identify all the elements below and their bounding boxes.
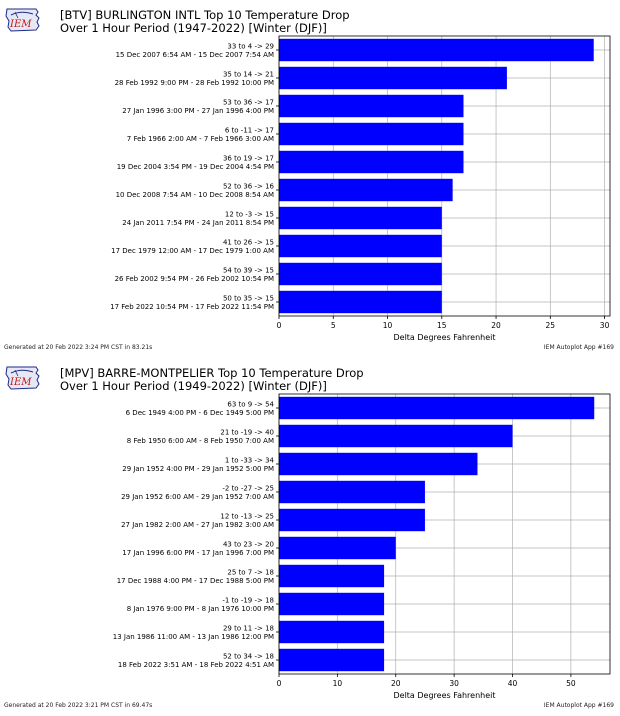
data-bar	[279, 424, 513, 448]
bar-label-period: 8 Jan 1976 9:00 PM - 8 Jan 1976 10:00 PM	[127, 605, 274, 613]
bar-label-values: -2 to -27 -> 25	[222, 485, 274, 493]
bar-label-values: 43 to 23 -> 20	[223, 541, 274, 549]
logo-text: IEM	[9, 19, 32, 30]
bar-label-period: 17 Feb 2022 10:54 PM - 17 Feb 2022 11:54…	[110, 303, 274, 311]
bar-label-period: 17 Dec 1988 4:00 PM - 17 Dec 1988 5:00 P…	[117, 577, 274, 585]
data-bar	[279, 290, 442, 314]
footer-app: IEM Autoplot App #169	[543, 344, 614, 351]
footer-app: IEM Autoplot App #169	[543, 702, 614, 709]
bar-label-values: 36 to 19 -> 17	[223, 155, 274, 163]
bar-label-values: -1 to -19 -> 18	[222, 597, 274, 605]
bar-label-values: 41 to 26 -> 15	[223, 239, 274, 247]
bar-label-period: 24 Jan 2011 7:54 PM - 24 Jan 2011 8:54 P…	[122, 219, 274, 227]
x-tick-label: 0	[277, 321, 282, 330]
data-bar	[279, 648, 385, 672]
bar-label-values: 63 to 9 -> 54	[227, 401, 274, 409]
x-tick-label: 0	[277, 679, 282, 688]
bar-label-values: 53 to 36 -> 17	[223, 99, 274, 107]
bar-label-values: 54 to 39 -> 15	[223, 267, 274, 275]
bar-label-period: 15 Dec 2007 6:54 AM - 15 Dec 2007 7:54 A…	[116, 51, 274, 59]
bar-label-period: 29 Jan 1952 4:00 PM - 29 Jan 1952 5:00 P…	[122, 465, 274, 473]
data-bar	[279, 620, 385, 644]
bar-label-values: 6 to -11 -> 17	[225, 127, 274, 135]
bar-label-period: 17 Jan 1996 6:00 PM - 17 Jan 1996 7:00 P…	[122, 549, 274, 557]
iem-logo-graphic: IEM	[5, 366, 40, 390]
data-bar	[279, 234, 442, 258]
bar-label-period: 26 Feb 2002 9:54 PM - 26 Feb 2002 10:54 …	[115, 275, 274, 283]
bar-label-period: 29 Jan 1952 6:00 AM - 29 Jan 1952 7:00 A…	[121, 493, 274, 501]
chart-title: [BTV] BURLINGTON INTL Top 10 Temperature…	[60, 9, 350, 35]
plot-frame	[278, 35, 611, 317]
chart-subtitle-line: Over 1 Hour Period (1947-2022) [Winter (…	[60, 21, 327, 35]
data-bar	[279, 452, 478, 476]
data-bar	[279, 94, 464, 118]
bar-label-period: 27 Jan 1996 3:00 PM - 27 Jan 1996 4:00 P…	[122, 107, 274, 115]
logo-text: IEM	[9, 377, 32, 388]
data-bar	[279, 122, 464, 146]
x-tick-label: 15	[437, 321, 447, 330]
plot-frame	[278, 393, 611, 675]
bar-label-values: 21 to -19 -> 40	[220, 429, 274, 437]
bar-label-values: 52 to 34 -> 18	[223, 653, 274, 661]
bar-label-period: 13 Jan 1986 11:00 AM - 13 Jan 1986 12:00…	[113, 633, 274, 641]
x-axis-label: Delta Degrees Fahrenheit	[393, 691, 495, 700]
data-bar	[279, 38, 594, 62]
bar-label-period: 17 Dec 1979 12:00 AM - 17 Dec 1979 1:00 …	[111, 247, 274, 255]
data-bar	[279, 536, 396, 560]
iem-logo: IEM	[3, 6, 43, 36]
data-bar	[279, 150, 464, 174]
iem-logo: IEM	[3, 364, 43, 394]
bar-label-period: 7 Feb 1966 2:00 AM - 7 Feb 1966 3:00 AM	[127, 135, 274, 143]
data-bar	[279, 206, 442, 230]
x-tick-label: 20	[491, 321, 501, 330]
chart-title-line: [MPV] BARRE-MONTPELIER Top 10 Temperatur…	[60, 366, 364, 380]
data-bar	[279, 66, 507, 90]
x-tick-label: 30	[600, 321, 610, 330]
x-tick-label: 20	[391, 679, 401, 688]
chart-title-line: [BTV] BURLINGTON INTL Top 10 Temperature…	[60, 8, 350, 22]
bar-label-period: 27 Jan 1982 2:00 AM - 27 Jan 1982 3:00 A…	[121, 521, 274, 529]
data-bar	[279, 396, 595, 420]
x-tick-label: 10	[333, 679, 343, 688]
bar-label-values: 12 to -3 -> 15	[225, 211, 274, 219]
iem-logo-graphic: IEM	[5, 8, 40, 32]
x-tick-label: 25	[546, 321, 556, 330]
bar-label-values: 35 to 14 -> 21	[223, 71, 274, 79]
x-tick-label: 5	[331, 321, 336, 330]
x-tick-label: 10	[383, 321, 393, 330]
chart-subtitle-line: Over 1 Hour Period (1949-2022) [Winter (…	[60, 379, 327, 393]
footer-generated: Generated at 20 Feb 2022 3:21 PM CST in …	[4, 702, 153, 709]
bar-label-values: 52 to 36 -> 16	[223, 183, 275, 191]
bar-label-values: 25 to 7 -> 18	[227, 569, 274, 577]
chart-title: [MPV] BARRE-MONTPELIER Top 10 Temperatur…	[60, 367, 364, 393]
data-bar	[279, 564, 385, 588]
bar-label-values: 1 to -33 -> 34	[225, 457, 275, 465]
data-bar	[279, 178, 453, 202]
mpv-bar-chart: 0 10 20 30 40 50 63 to 9 -> 546 Dec 1949 4:00 …	[113, 393, 611, 700]
bar-label-period: 8 Feb 1950 6:00 AM - 8 Feb 1950 7:00 AM	[127, 437, 274, 445]
bar-label-values: 33 to 4 -> 29	[227, 43, 274, 51]
data-bar	[279, 508, 425, 532]
data-bar	[279, 480, 425, 504]
x-tick-label: 40	[508, 679, 518, 688]
x-tick-label: 30	[449, 679, 459, 688]
bar-label-period: 18 Feb 2022 3:51 AM - 18 Feb 2022 4:51 A…	[118, 661, 274, 669]
bar-label-values: 29 to 11 -> 18	[223, 625, 274, 633]
bar-label-period: 6 Dec 1949 4:00 PM - 6 Dec 1949 5:00 PM	[126, 409, 274, 417]
data-bar	[279, 592, 385, 616]
data-bar	[279, 262, 442, 286]
bar-label-period: 19 Dec 2004 3:54 PM - 19 Dec 2004 4:54 P…	[117, 163, 274, 171]
x-axis-label: Delta Degrees Fahrenheit	[393, 333, 495, 342]
bar-label-values: 50 to 35 -> 15	[223, 295, 274, 303]
bar-label-period: 28 Feb 1992 9:00 PM - 28 Feb 1992 10:00 …	[115, 79, 274, 87]
mpv-chart-panel: IEM [MPV] BARRE-MONTPELIER Top 10 Temper…	[0, 358, 620, 716]
bar-label-period: 10 Dec 2008 7:54 AM - 10 Dec 2008 8:54 A…	[116, 191, 274, 199]
x-tick-label: 50	[566, 679, 576, 688]
btv-chart-panel: IEM [BTV] BURLINGTON INTL Top 10 Tempera…	[3, 6, 614, 351]
footer-generated: Generated at 20 Feb 2022 3:24 PM CST in …	[4, 344, 153, 351]
bar-label-values: 12 to -13 -> 25	[220, 513, 274, 521]
